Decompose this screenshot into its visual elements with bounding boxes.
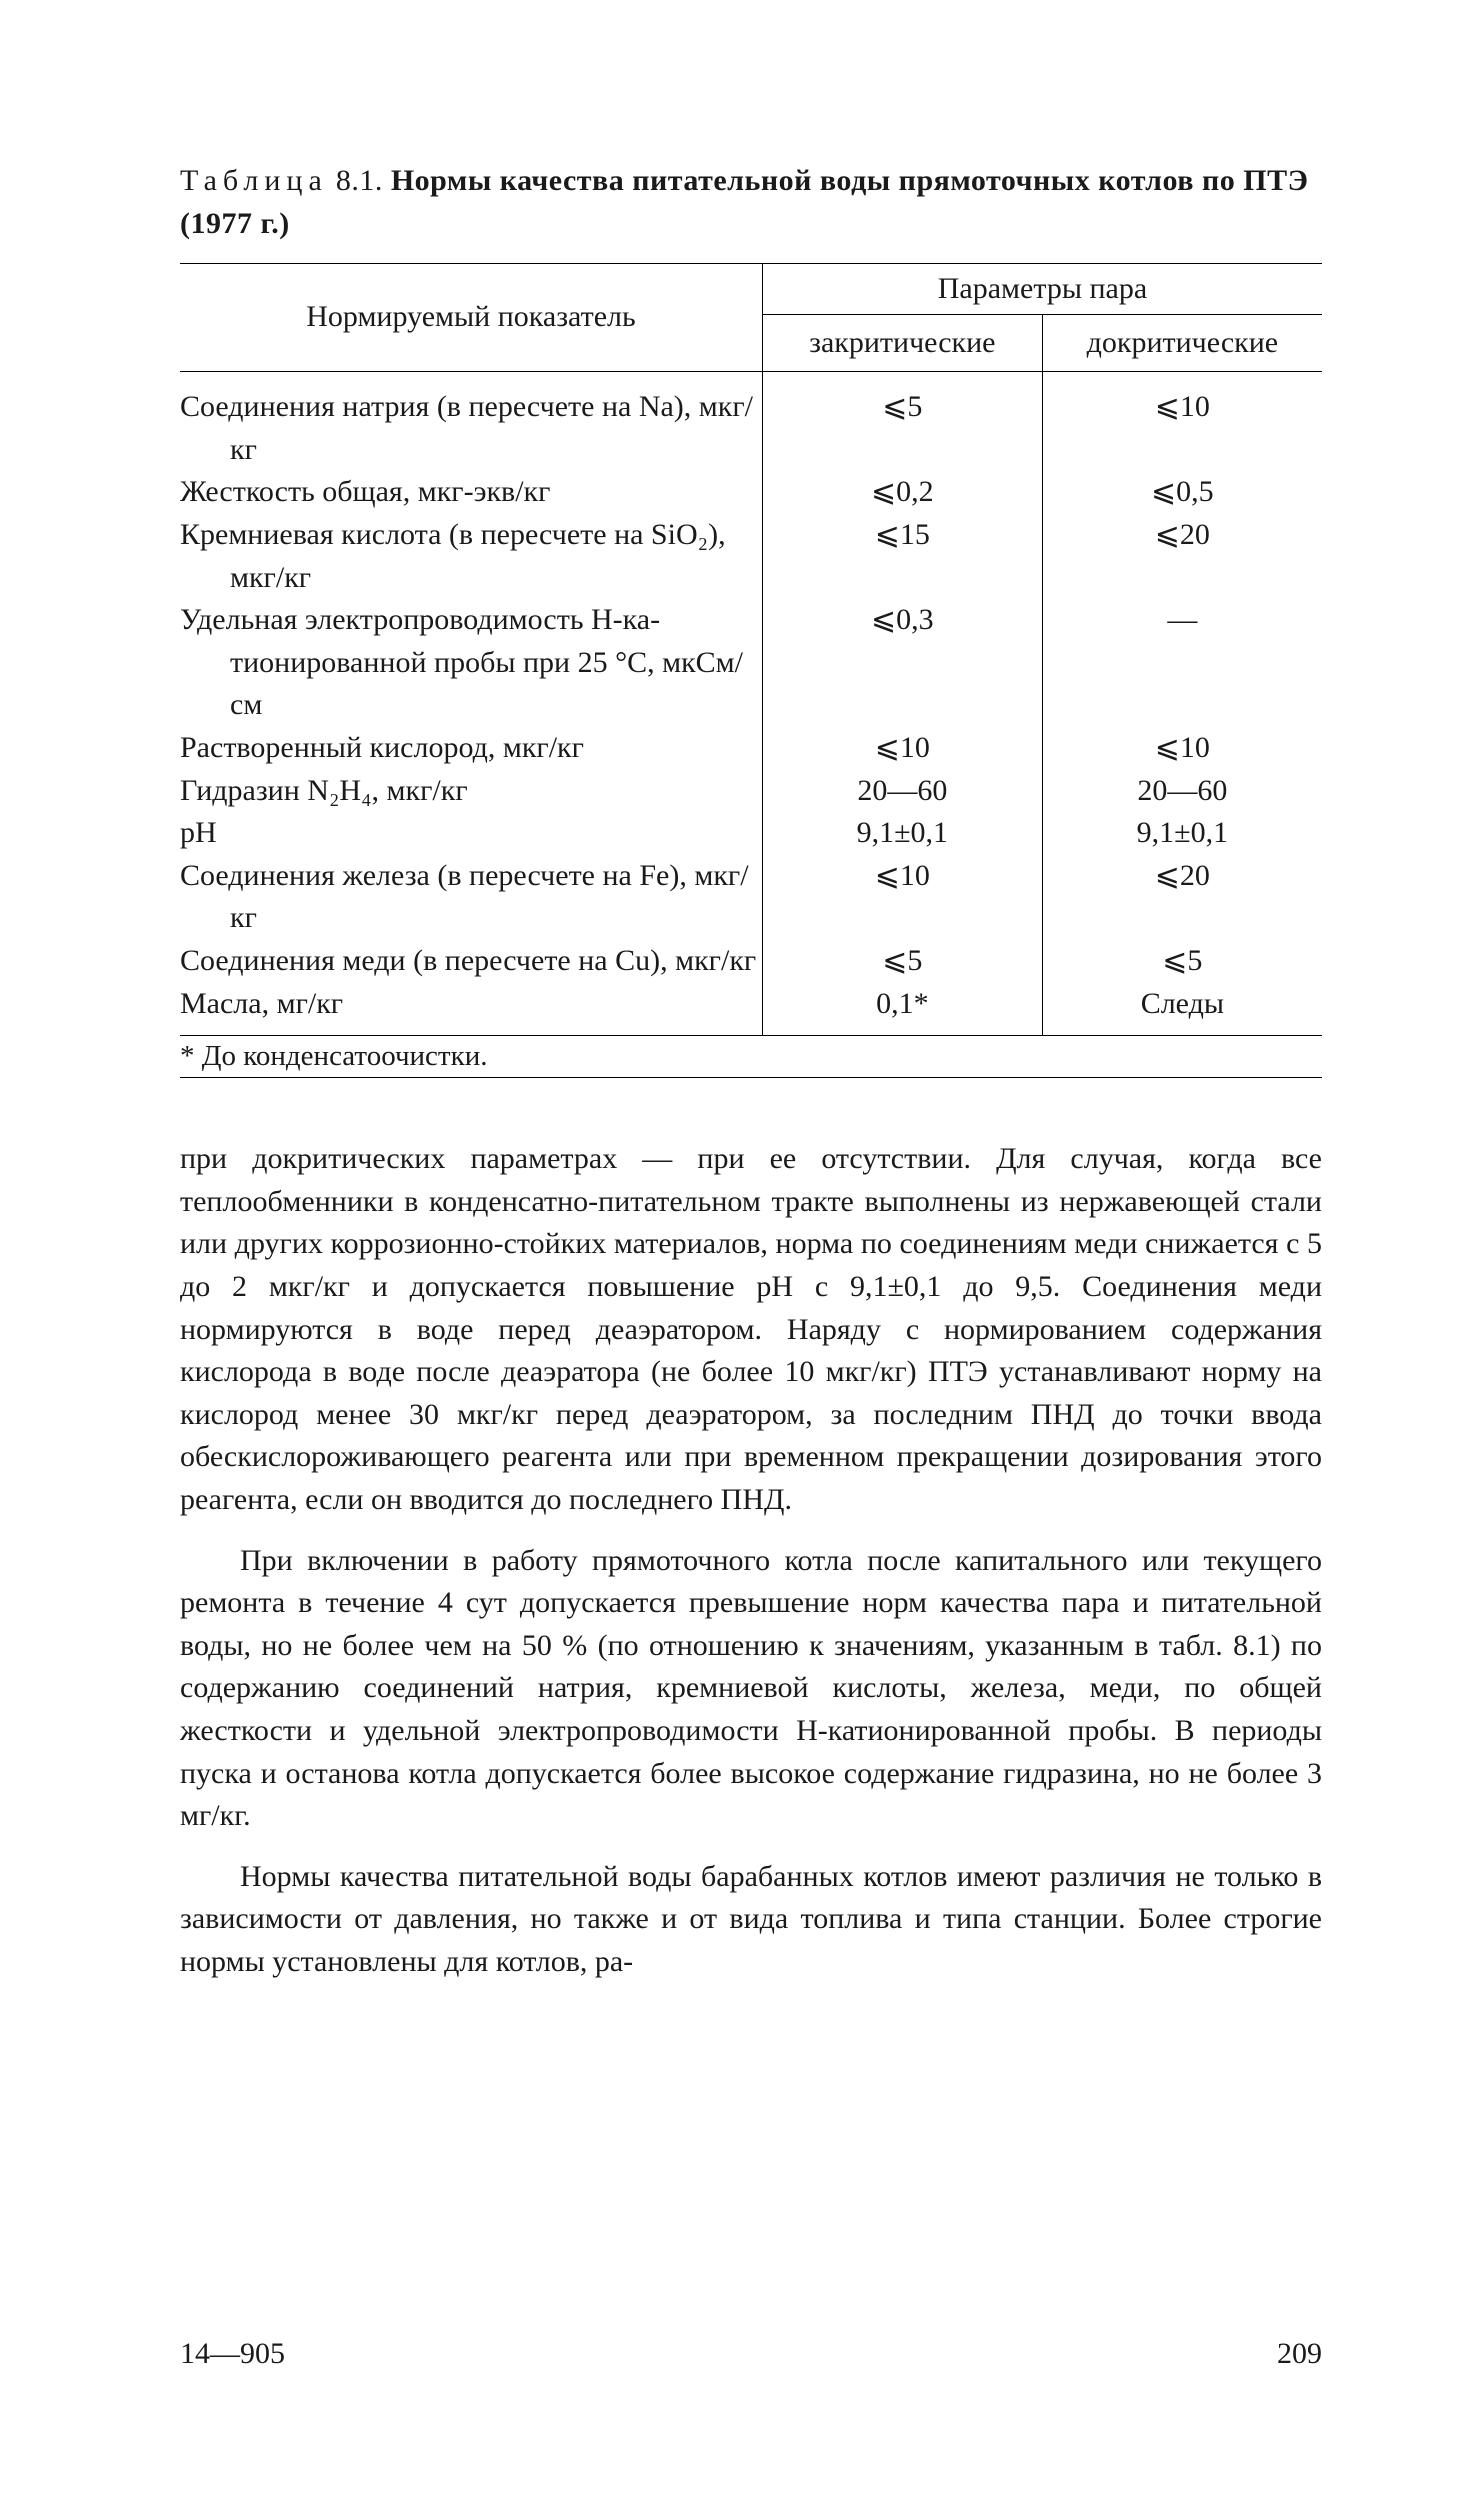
row-label: Гидразин N₂H₄, мкг/кг [180, 770, 762, 813]
page-footer: 14—905 209 [180, 2333, 1322, 2376]
table-row: Удельная электропроводимость Н-ка­тионир… [180, 599, 1322, 727]
table-head: Нормируемый показатель Параметры пара за… [180, 264, 1322, 372]
row-label: Соединения железа (в пересчете на Fe), м… [180, 855, 762, 940]
row-value: ⩽5 [762, 386, 1042, 471]
row-value: 9,1±0,1 [1042, 812, 1322, 855]
row-value: ⩽5 [1042, 940, 1322, 983]
row-value: — [1042, 599, 1322, 727]
table-row: pH 9,1±0,1 9,1±0,1 [180, 812, 1322, 855]
caption-label: Таблица [180, 164, 328, 197]
row-value: ⩽20 [1042, 855, 1322, 940]
row-value: ⩽20 [1042, 514, 1322, 599]
row-value: 20—60 [762, 770, 1042, 813]
caption-number: 8.1. [336, 164, 383, 197]
row-label: Жесткость общая, мкг-экв/кг [180, 471, 762, 514]
paragraph: При включении в работу прямоточного котл… [180, 1540, 1322, 1838]
row-value: ⩽10 [762, 727, 1042, 770]
row-label: pH [180, 812, 762, 855]
table-row: Растворенный кислород, мкг/кг ⩽10 ⩽10 [180, 727, 1322, 770]
header-sub1: закритические [762, 315, 1042, 372]
row-label: Соединения меди (в пересчете на Cu), мкг… [180, 940, 762, 983]
row-value: ⩽10 [1042, 727, 1322, 770]
header-sub2: докритические [1042, 315, 1322, 372]
table-caption: Таблица 8.1. Нормы качества питательной … [180, 160, 1322, 245]
row-label: Растворенный кислород, мкг/кг [180, 727, 762, 770]
row-label: Удельная электропроводимость Н-ка­тионир… [180, 599, 762, 727]
data-table: Нормируемый показатель Параметры пара за… [180, 263, 1322, 1078]
row-label: Соединения натрия (в пересчете на Na), м… [180, 386, 762, 471]
table-row: Гидразин N₂H₄, мкг/кг 20—60 20—60 [180, 770, 1322, 813]
row-value: 20—60 [1042, 770, 1322, 813]
paragraph: Нормы качества питательной воды барабанн… [180, 1856, 1322, 1984]
row-label: Масла, мг/кг [180, 983, 762, 1026]
row-label: Кремниевая кислота (в пересчете на SiO₂)… [180, 514, 762, 599]
row-value: ⩽0,3 [762, 599, 1042, 727]
row-value: ⩽5 [762, 940, 1042, 983]
header-parameter: Нормируемый показатель [180, 264, 762, 372]
paragraph: при докритических параметрах — при ее от… [180, 1138, 1322, 1521]
table-footnote-row: * До конденсатоочистки. [180, 1036, 1322, 1078]
row-value: ⩽10 [762, 855, 1042, 940]
table-row: Соединения натрия (в пересчете на Na), м… [180, 386, 1322, 471]
table-row: Кремниевая кислота (в пересчете на SiO₂)… [180, 514, 1322, 599]
body-text: при докритических параметрах — при ее от… [180, 1138, 1322, 1983]
header-group: Параметры пара [762, 264, 1322, 315]
table-row: Жесткость общая, мкг-экв/кг ⩽0,2 ⩽0,5 [180, 471, 1322, 514]
table-footnote: * До конденсатоочистки. [180, 1036, 1322, 1078]
row-value: ⩽0,2 [762, 471, 1042, 514]
page: Таблица 8.1. Нормы качества питательной … [0, 0, 1472, 2496]
row-value: ⩽0,5 [1042, 471, 1322, 514]
row-value: ⩽15 [762, 514, 1042, 599]
footer-right: 209 [1277, 2333, 1322, 2376]
row-value: 0,1* [762, 983, 1042, 1026]
footer-left: 14—905 [180, 2333, 285, 2376]
row-value: 9,1±0,1 [762, 812, 1042, 855]
table-row: Масла, мг/кг 0,1* Следы [180, 983, 1322, 1026]
row-value: Следы [1042, 983, 1322, 1026]
table-row: Соединения меди (в пересчете на Cu), мкг… [180, 940, 1322, 983]
row-value: ⩽10 [1042, 386, 1322, 471]
table-row: Соединения железа (в пересчете на Fe), м… [180, 855, 1322, 940]
